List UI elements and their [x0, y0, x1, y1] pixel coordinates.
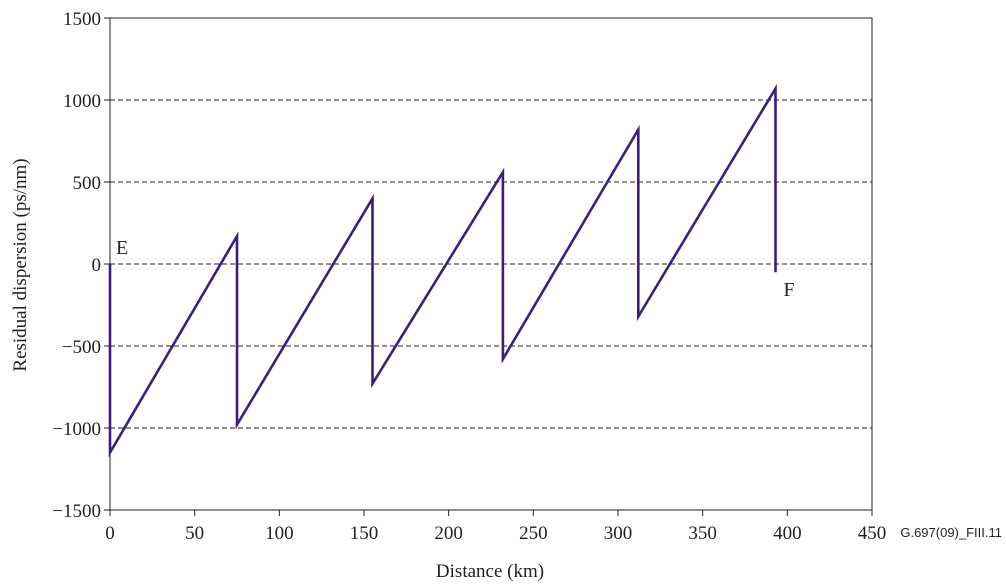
- y-tick-label: −500: [62, 337, 101, 358]
- x-tick-label: 300: [604, 523, 633, 544]
- x-tick-label: 200: [434, 523, 463, 544]
- y-tick-label: 0: [92, 255, 102, 276]
- figure-id-label: G.697(09)_FIII.11: [900, 525, 1002, 540]
- x-axis-ticks: 0 50 100 150 200 250 300 350 400 450: [105, 510, 886, 544]
- x-tick-label: 0: [105, 523, 115, 544]
- annotation-layer: EF: [116, 237, 795, 301]
- x-tick-label: 100: [265, 523, 294, 544]
- x-tick-label: 400: [773, 523, 802, 544]
- y-axis-ticks: −1500 −1000 −500 0 500 1000 1500: [52, 9, 110, 522]
- series-line: [108, 83, 777, 458]
- point-label-e: E: [116, 237, 128, 259]
- x-tick-label: 450: [858, 523, 887, 544]
- point-label-f: F: [783, 279, 794, 301]
- y-tick-label: 500: [73, 173, 102, 194]
- series-layer: [108, 83, 777, 458]
- x-tick-label: 50: [185, 523, 204, 544]
- gridlines: [110, 99, 872, 429]
- x-tick-label: 250: [519, 523, 548, 544]
- y-tick-label: 1500: [63, 9, 101, 30]
- y-tick-label: 1000: [63, 91, 101, 112]
- y-tick-label: −1500: [52, 501, 101, 522]
- x-tick-label: 150: [350, 523, 379, 544]
- y-tick-label: −1000: [52, 419, 101, 440]
- x-tick-label: 350: [688, 523, 717, 544]
- y-axis-title: Residual dispersion (ps/nm): [10, 158, 31, 371]
- x-axis-title: Distance (km): [436, 561, 544, 582]
